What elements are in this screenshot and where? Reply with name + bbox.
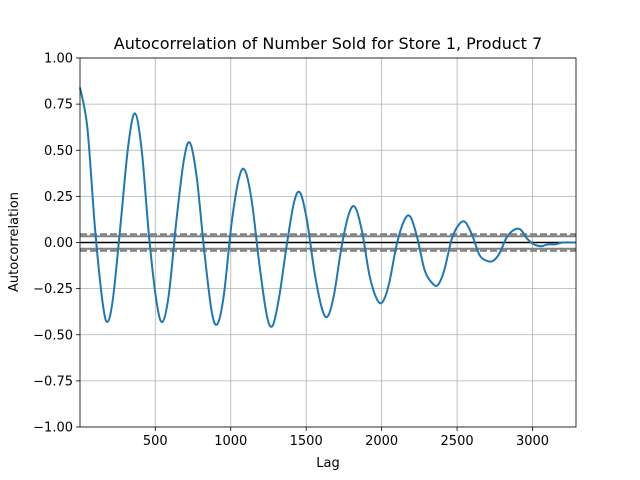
- series-point: [148, 238, 150, 240]
- series-point: [161, 321, 164, 323]
- series-point: [424, 269, 426, 271]
- series-point: [94, 227, 96, 229]
- series-point: [278, 297, 280, 299]
- y-tick-label: −1.00: [33, 421, 73, 436]
- series-point: [251, 201, 253, 203]
- series-point: [541, 245, 543, 247]
- series-point: [266, 315, 268, 317]
- series-point: [458, 223, 460, 225]
- series-point: [327, 315, 329, 317]
- y-tick-label: 0.75: [44, 98, 73, 113]
- series-point: [156, 302, 158, 304]
- series-point: [354, 206, 356, 209]
- series-point: [348, 212, 350, 214]
- series-point: [196, 177, 198, 179]
- series-point: [175, 219, 178, 221]
- x-tick-label: 2000: [365, 434, 398, 449]
- series-point: [217, 323, 219, 325]
- series-point: [285, 245, 288, 247]
- series-point: [299, 192, 301, 194]
- series-point: [464, 221, 466, 223]
- series-point: [189, 142, 191, 144]
- y-axis-label: Autocorrelation: [7, 192, 22, 292]
- series-point: [101, 300, 104, 303]
- x-tick-label: 2500: [441, 434, 474, 449]
- series-point: [409, 216, 411, 218]
- series-point: [230, 223, 233, 225]
- x-tick-label: 3000: [516, 434, 549, 449]
- series-point: [506, 236, 508, 238]
- series-point: [519, 228, 522, 231]
- series-point: [492, 260, 494, 262]
- series-point: [396, 243, 398, 245]
- series-point: [321, 308, 323, 310]
- plot-frame: [79, 57, 577, 428]
- series-point: [513, 228, 516, 231]
- series-point: [341, 245, 343, 247]
- x-tick-label: 500: [143, 434, 168, 449]
- series-point: [119, 223, 122, 225]
- series-point: [183, 158, 185, 161]
- series-point: [106, 321, 109, 323]
- series-point: [223, 293, 225, 295]
- series-point: [562, 241, 564, 244]
- series-point: [471, 234, 473, 236]
- x-axis-label: Lag: [316, 456, 339, 471]
- series-point: [479, 254, 481, 257]
- series-point: [361, 230, 363, 233]
- y-tick-label: −0.50: [33, 328, 73, 343]
- y-tick-label: −0.75: [33, 374, 73, 389]
- series-point: [211, 312, 213, 314]
- series-point: [533, 243, 535, 245]
- series-point: [313, 271, 316, 273]
- series-point: [238, 177, 240, 179]
- series-point: [333, 293, 335, 295]
- series-point: [112, 297, 114, 299]
- series-point: [293, 201, 295, 203]
- series-point: [486, 260, 488, 262]
- series-point: [526, 238, 528, 240]
- series-point: [244, 169, 246, 172]
- series-point: [86, 127, 88, 129]
- series-point: [203, 251, 205, 253]
- series-point: [403, 219, 405, 221]
- series-point: [258, 264, 261, 266]
- series-point: [388, 282, 390, 284]
- y-tick-label: 0.25: [44, 190, 73, 205]
- y-tick-label: 1.00: [44, 52, 73, 67]
- series-point: [437, 284, 439, 286]
- series-point: [554, 243, 556, 245]
- series-point: [134, 112, 136, 114]
- series-point: [547, 243, 549, 245]
- series-point: [443, 269, 445, 271]
- series-point: [141, 149, 143, 151]
- y-tick-label: 0.50: [44, 144, 73, 159]
- series-point: [416, 236, 418, 238]
- series-point: [306, 219, 308, 221]
- series-point: [376, 299, 378, 301]
- y-tick-label: 0.00: [44, 236, 73, 251]
- series-point: [127, 145, 129, 148]
- series-point: [168, 293, 170, 295]
- chart-title: Autocorrelation of Number Sold for Store…: [114, 34, 542, 53]
- series-point: [382, 300, 384, 303]
- series-point: [431, 282, 433, 284]
- x-tick-label: 1000: [214, 434, 247, 449]
- y-tick-label: −0.25: [33, 282, 73, 297]
- series-point: [498, 252, 500, 255]
- x-tick-label: 1500: [290, 434, 323, 449]
- series-point: [272, 324, 274, 327]
- series-point: [451, 238, 453, 240]
- series-point: [368, 275, 371, 277]
